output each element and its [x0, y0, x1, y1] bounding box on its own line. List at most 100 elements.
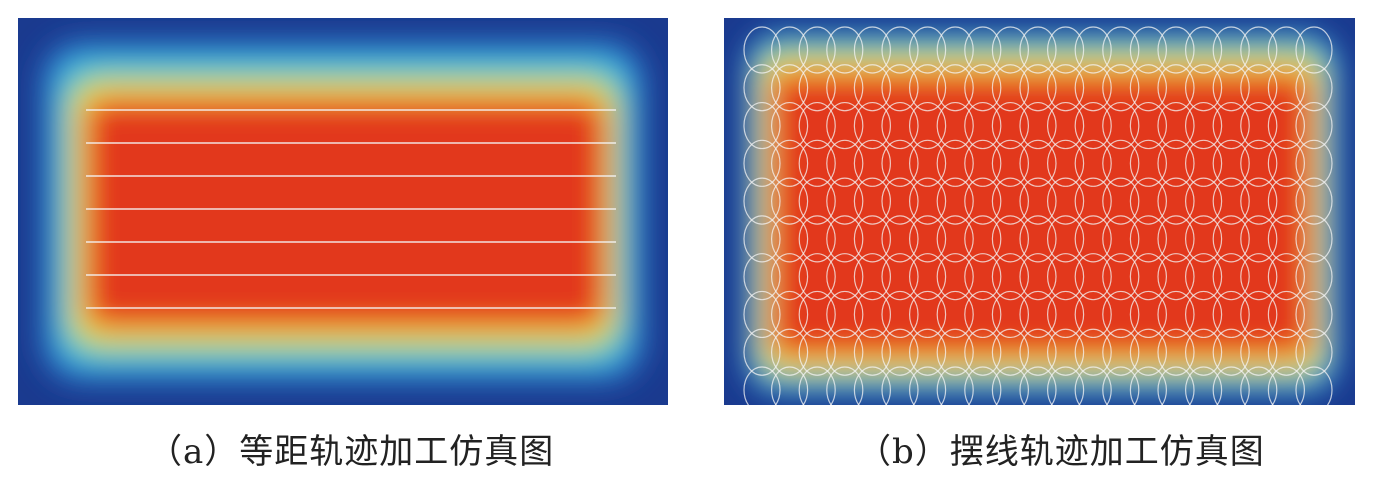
trochoid-loop	[936, 215, 974, 263]
trochoid-loop	[1102, 64, 1140, 112]
trochoid-loop	[1212, 64, 1250, 112]
trochoid-loop	[881, 215, 919, 263]
trochoid-loop	[1102, 366, 1140, 405]
trochoid-loop	[936, 139, 974, 187]
trochoid-loop	[1267, 328, 1306, 376]
trochoid-loop	[991, 290, 1029, 339]
trochoid-loop	[1212, 290, 1250, 339]
trochoid-loop	[1074, 101, 1112, 150]
trochoid-loop	[798, 253, 836, 301]
trochoid-loop	[1074, 290, 1112, 339]
trochoid-loop	[853, 64, 891, 112]
panel-a-band-5	[90, 104, 602, 322]
trochoid-loop	[798, 26, 836, 74]
trochoid-loop	[1129, 290, 1167, 339]
trochoid-loop	[1019, 366, 1057, 405]
trochoid-loop	[964, 215, 1002, 263]
trochoid-loop	[1185, 139, 1223, 187]
trochoid-loop	[798, 64, 836, 112]
trochoid-loop	[771, 366, 809, 405]
trochoid-loop	[1157, 253, 1195, 301]
trochoid-loop	[743, 26, 781, 74]
trochoid-loop	[1102, 26, 1140, 74]
trochoid-loop	[964, 64, 1002, 112]
trochoid-loop	[1185, 101, 1223, 150]
trochoid-loop	[1047, 366, 1085, 405]
trochoid-loop	[770, 139, 809, 187]
trochoid-loop	[1185, 290, 1223, 339]
trochoid-loop	[1185, 253, 1223, 301]
trochoid-loop	[1267, 26, 1306, 74]
trochoid-loop	[1295, 64, 1333, 112]
trochoid-loop	[1157, 64, 1195, 112]
trochoid-loop	[1074, 328, 1112, 376]
trochoid-loop	[881, 366, 919, 405]
trochoid-loop	[936, 253, 974, 301]
trochoid-loop	[1212, 177, 1250, 225]
trochoid-loop	[1267, 101, 1306, 150]
trochoid-loop	[964, 101, 1002, 150]
trochoid-loop	[853, 177, 891, 225]
trochoid-loop	[964, 253, 1002, 301]
trochoid-loop	[1240, 253, 1278, 301]
trochoid-loop	[853, 253, 891, 301]
trochoid-loop	[1019, 253, 1057, 301]
trochoid-loop	[909, 366, 947, 405]
trochoid-loop	[853, 26, 891, 74]
trochoid-loop	[1267, 253, 1306, 301]
trochoid-loop	[798, 215, 836, 263]
trochoid-loop	[1240, 215, 1278, 263]
trochoid-loop	[1047, 64, 1085, 112]
trochoid-loop	[909, 253, 947, 301]
trochoid-loop	[964, 139, 1002, 187]
trochoid-loop	[1267, 366, 1305, 405]
trochoid-loop	[1240, 26, 1278, 74]
trochoid-loop	[1212, 328, 1250, 376]
trochoid-loop	[1212, 215, 1250, 263]
trochoid-loop	[743, 64, 781, 112]
trochoid-loop	[1129, 26, 1167, 74]
trochoid-loop	[743, 328, 781, 376]
trochoid-loop	[853, 101, 891, 150]
trochoid-loop	[1019, 26, 1057, 74]
trochoid-loop	[798, 366, 836, 405]
caption-b: （b）摆线轨迹加工仿真图	[857, 432, 1265, 472]
trochoid-loop	[743, 366, 781, 405]
trochoid-loop	[1129, 64, 1167, 112]
trochoid-loop	[936, 290, 974, 339]
trochoid-loop	[826, 64, 864, 112]
trochoid-loop	[1019, 215, 1057, 263]
trochoid-loop	[991, 177, 1029, 225]
trochoid-loop	[1102, 290, 1140, 339]
trochoid-loop	[991, 26, 1029, 74]
panel-b-trochoid-simulation	[724, 18, 1355, 405]
trochoid-loop	[909, 215, 947, 263]
trochoid-loop	[1047, 177, 1085, 225]
trochoid-loop	[936, 328, 974, 376]
trochoid-loop	[1295, 215, 1333, 263]
trochoid-loop	[770, 253, 809, 301]
trochoid-loop	[1267, 64, 1306, 112]
trochoid-loop	[1129, 101, 1167, 150]
trochoid-loop	[1019, 328, 1057, 376]
trochoid-loop	[1047, 26, 1085, 74]
trochoid-loop	[881, 290, 919, 339]
trochoid-loop	[1047, 290, 1085, 339]
trochoid-loop	[853, 290, 891, 339]
trochoid-loop	[1019, 177, 1057, 225]
trochoid-loop	[743, 101, 781, 150]
trochoid-loop	[826, 366, 864, 405]
trochoid-loop	[909, 177, 947, 225]
trochoid-loop	[1157, 215, 1195, 263]
trochoid-loop	[991, 64, 1029, 112]
trochoid-loop	[1047, 139, 1085, 187]
trochoid-loop	[743, 215, 781, 263]
trochoid-loop	[826, 253, 864, 301]
trochoid-loop	[1295, 290, 1333, 339]
trochoid-loop	[1157, 328, 1195, 376]
trochoid-loop	[1074, 26, 1112, 74]
trochoid-loop	[826, 26, 864, 74]
trochoid-loop	[798, 290, 836, 339]
trochoid-loop	[909, 328, 947, 376]
trochoid-loop	[853, 366, 891, 405]
